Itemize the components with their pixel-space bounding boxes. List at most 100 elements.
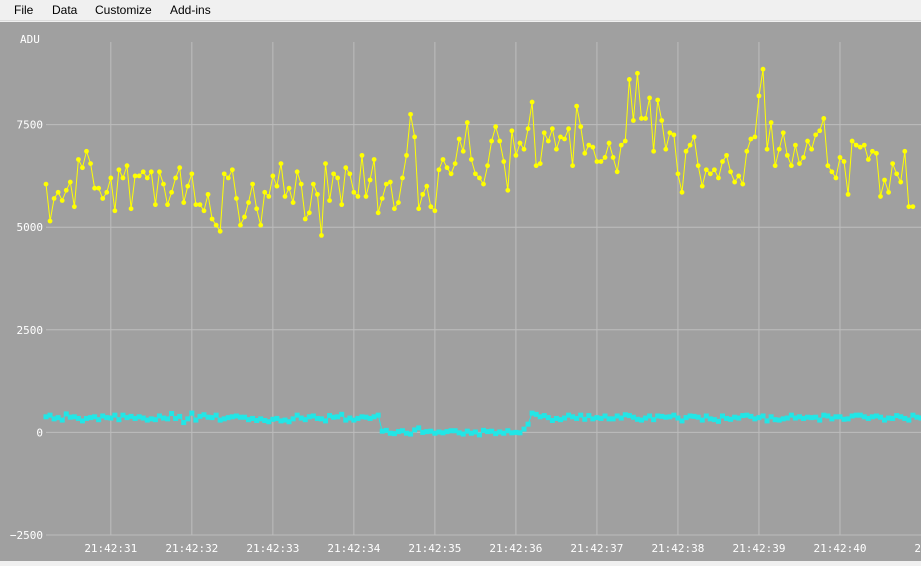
data-point <box>117 167 122 172</box>
data-point <box>388 180 393 185</box>
x-tick-label: 21:42:32 <box>165 542 218 555</box>
data-point <box>189 171 194 176</box>
data-point <box>112 208 117 213</box>
data-point <box>789 163 794 168</box>
data-point <box>566 126 571 131</box>
data-point <box>60 198 65 203</box>
series-1 <box>44 411 921 438</box>
data-point <box>295 169 300 174</box>
data-point <box>112 413 117 418</box>
data-point <box>890 161 895 166</box>
data-point <box>84 149 89 154</box>
data-point <box>473 171 478 176</box>
data-point <box>817 418 822 423</box>
data-point <box>185 184 190 189</box>
data-point <box>153 202 158 207</box>
data-point <box>262 190 267 195</box>
data-point <box>254 206 259 211</box>
data-point <box>250 182 255 187</box>
y-tick-label: 5000 <box>17 221 44 234</box>
menu-data[interactable]: Data <box>52 3 77 17</box>
data-point <box>445 165 450 170</box>
data-point <box>266 194 271 199</box>
x-tick-label: 21:42:35 <box>408 542 461 555</box>
y-tick-label: −2500 <box>10 529 43 542</box>
data-point <box>246 200 251 205</box>
data-point <box>619 143 624 148</box>
data-point <box>214 413 219 418</box>
data-point <box>157 169 162 174</box>
data-point <box>692 135 697 140</box>
menu-add-ins[interactable]: Add-ins <box>170 3 211 17</box>
data-point <box>404 153 409 158</box>
data-point <box>805 139 810 144</box>
data-point <box>757 93 762 98</box>
data-point <box>343 165 348 170</box>
data-point <box>655 98 660 103</box>
data-point <box>712 167 717 172</box>
data-point <box>817 128 822 133</box>
data-point <box>886 190 891 195</box>
menu-file[interactable]: File <box>14 3 33 17</box>
data-point <box>684 149 689 154</box>
data-point <box>145 176 150 181</box>
data-point <box>137 174 142 179</box>
data-point <box>327 198 332 203</box>
data-point <box>80 165 85 170</box>
data-point <box>72 204 77 209</box>
data-point <box>104 190 109 195</box>
data-point <box>769 120 774 125</box>
data-point <box>477 176 482 181</box>
data-point <box>165 416 170 421</box>
data-point <box>372 157 377 162</box>
data-point <box>177 165 182 170</box>
data-point <box>538 161 543 166</box>
data-point <box>230 167 235 172</box>
data-point <box>623 139 628 144</box>
menu-bar: File Data Customize Add-ins <box>0 0 921 21</box>
data-point <box>161 182 166 187</box>
data-point <box>279 161 284 166</box>
data-point <box>48 219 53 224</box>
data-point <box>874 151 879 156</box>
data-point <box>846 192 851 197</box>
data-point <box>898 180 903 185</box>
data-point <box>489 139 494 144</box>
data-point <box>457 137 462 142</box>
data-point <box>315 192 320 197</box>
y-tick-label: 2500 <box>17 324 44 337</box>
data-point <box>578 124 583 129</box>
data-point <box>505 188 510 193</box>
data-point <box>129 206 134 211</box>
data-point <box>744 149 749 154</box>
data-point <box>773 163 778 168</box>
data-point <box>894 171 899 176</box>
data-point <box>424 184 429 189</box>
y-axis-label: ADU <box>20 33 40 46</box>
data-point <box>307 210 312 215</box>
data-point <box>169 190 174 195</box>
data-point <box>238 223 243 228</box>
data-point <box>108 176 113 181</box>
data-point <box>518 141 523 146</box>
data-point <box>599 159 604 164</box>
data-point <box>862 143 867 148</box>
data-point <box>218 229 223 234</box>
data-point <box>44 182 49 187</box>
data-point <box>659 118 664 123</box>
data-point <box>283 194 288 199</box>
data-point <box>716 419 721 424</box>
data-point <box>339 412 344 417</box>
data-point <box>542 130 547 135</box>
data-point <box>303 217 308 222</box>
data-point <box>825 163 830 168</box>
data-point <box>724 153 729 158</box>
data-point <box>416 425 421 430</box>
data-point <box>842 159 847 164</box>
x-tick-label: 21:42:39 <box>732 542 785 555</box>
menu-customize[interactable]: Customize <box>95 3 152 17</box>
x-tick-label: 21:42:31 <box>84 542 137 555</box>
data-point <box>339 202 344 207</box>
